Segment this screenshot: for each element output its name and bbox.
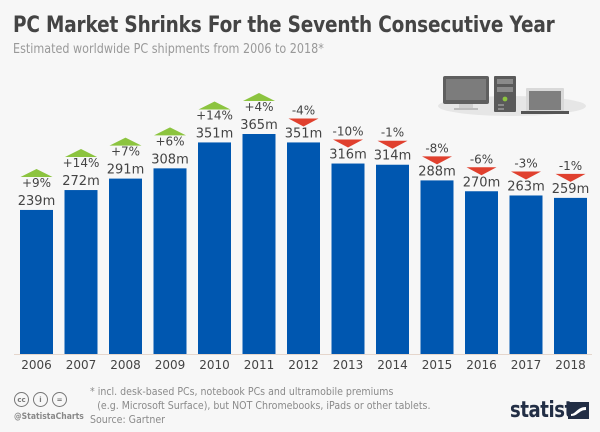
up-arrow-icon <box>20 168 53 177</box>
value-label: 259m <box>552 182 589 197</box>
bar-2010 <box>198 142 231 354</box>
x-tick-label: 2012 <box>288 358 319 372</box>
footnote: * incl. desk-based PCs, notebook PCs and… <box>90 385 430 413</box>
bar-chart: 239m +9% 2006 272m +14% 2007 291m +7% 2008 308m +6… <box>14 76 592 372</box>
change-label: +9% <box>22 176 51 190</box>
bar-2016 <box>465 191 498 354</box>
value-label: 272m <box>62 174 99 189</box>
up-arrow-icon <box>154 127 186 136</box>
source-label: Source: Gartner <box>90 414 166 426</box>
statista-logo-mark-icon <box>568 402 589 419</box>
x-tick-label: 2010 <box>199 358 230 372</box>
license-icons: cc i = <box>14 392 67 407</box>
bar-2012 <box>287 142 320 354</box>
change-label: -4% <box>292 103 315 117</box>
up-arrow-icon <box>243 93 275 101</box>
twitter-handle: @StatistaCharts <box>14 412 84 422</box>
bar-2006 <box>20 209 53 354</box>
up-arrow-icon <box>198 101 231 110</box>
bar-2018 <box>554 197 587 354</box>
up-arrow-icon <box>109 137 142 146</box>
cc-icon: cc <box>14 392 29 407</box>
down-arrow-icon <box>377 140 408 149</box>
value-label: 288m <box>418 164 455 179</box>
x-tick-label: 2006 <box>21 358 52 372</box>
x-tick-label: 2013 <box>333 358 364 372</box>
value-label: 263m <box>507 179 544 194</box>
x-tick-label: 2014 <box>377 358 408 372</box>
change-label: -6% <box>470 152 493 166</box>
x-tick-label: 2008 <box>110 358 141 372</box>
change-label: +6% <box>155 134 184 148</box>
change-label: -1% <box>559 159 582 173</box>
x-tick-label: 2011 <box>244 358 275 372</box>
footnote-line-1: * incl. desk-based PCs, notebook PCs and… <box>90 386 394 398</box>
down-arrow-icon <box>466 167 497 176</box>
x-tick-label: 2007 <box>66 358 97 372</box>
change-label: +14% <box>196 108 233 122</box>
x-tick-label: 2015 <box>422 358 453 372</box>
change-label: -8% <box>425 141 448 155</box>
x-tick-label: 2017 <box>511 358 542 372</box>
bar-2015 <box>420 180 454 354</box>
value-label: 314m <box>374 149 411 164</box>
chart-title: PC Market Shrinks For the Seventh Consec… <box>13 13 555 38</box>
down-arrow-icon <box>511 171 541 180</box>
change-label: -10% <box>332 125 363 139</box>
bar-2011 <box>242 134 276 354</box>
chart-subtitle: Estimated worldwide PC shipments from 20… <box>13 42 324 57</box>
footnote-line-2: (e.g. Microsoft Surface), but NOT Chrome… <box>97 400 431 412</box>
down-arrow-icon <box>333 139 363 148</box>
value-label: 308m <box>151 152 188 167</box>
bar-2008 <box>109 178 142 354</box>
value-label: 351m <box>285 126 322 141</box>
up-arrow-icon <box>65 149 97 158</box>
change-label: +4% <box>244 100 273 114</box>
change-label: +14% <box>63 156 100 170</box>
change-label: -1% <box>381 126 404 140</box>
value-label: 351m <box>196 126 233 141</box>
desktop-tower-laptop-icon <box>438 76 586 116</box>
value-label: 270m <box>463 175 500 190</box>
down-arrow-icon <box>422 156 452 165</box>
by-icon: i <box>33 392 48 407</box>
change-label: +7% <box>111 145 140 159</box>
value-label: 365m <box>240 118 277 133</box>
value-label: 316m <box>329 148 366 163</box>
x-tick-label: 2016 <box>466 358 497 372</box>
x-tick-label: 2018 <box>555 358 586 372</box>
down-arrow-icon <box>288 118 319 127</box>
value-label: 291m <box>107 163 144 178</box>
value-label: 239m <box>18 194 55 209</box>
down-arrow-icon <box>555 173 586 182</box>
bar-2009 <box>153 168 187 354</box>
bar-2007 <box>64 190 98 354</box>
x-tick-label: 2009 <box>155 358 186 372</box>
nd-icon: = <box>52 392 67 407</box>
bar-2013 <box>331 163 365 354</box>
change-label: -3% <box>514 156 537 170</box>
bar-2017 <box>509 195 543 354</box>
bar-2014 <box>376 164 409 354</box>
